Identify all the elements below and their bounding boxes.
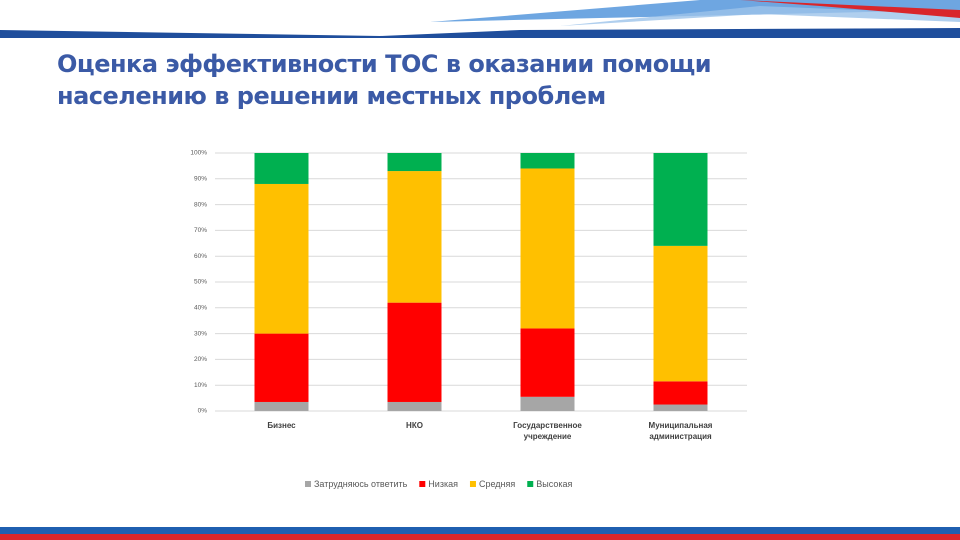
bar-segment [653, 381, 708, 405]
x-tick-label: Государственное учреждение [513, 421, 582, 441]
y-tick-label: 30% [194, 330, 207, 337]
y-tick-label: 80% [194, 201, 207, 208]
bar-segment [520, 328, 575, 397]
bar-segment [653, 404, 708, 411]
legend-label: Средняя [479, 479, 515, 489]
bar-segment [387, 153, 442, 172]
footer-stripes [0, 527, 960, 540]
slide-title: Оценка эффективности ТОС в оказании помо… [57, 50, 712, 110]
bar-segment [387, 302, 442, 402]
x-tick-label: Муниципальная администрация [648, 421, 713, 441]
y-tick-label: 10% [194, 382, 207, 389]
y-tick-label: 90% [194, 176, 207, 183]
y-tick-label: 0% [198, 408, 208, 415]
bar-segment [520, 396, 575, 411]
legend-swatch [419, 481, 426, 487]
bar-segment [387, 171, 442, 303]
bar-segment [254, 401, 309, 411]
legend-label: Высокая [536, 479, 572, 489]
y-tick-label: 20% [194, 356, 207, 363]
y-tick-label: 40% [194, 305, 207, 312]
bar-segment [653, 245, 708, 382]
bar-segment [520, 168, 575, 329]
x-tick-label: Бизнес [267, 421, 296, 430]
y-tick-label: 60% [194, 253, 207, 260]
legend-swatch [527, 481, 534, 487]
legend-swatch [469, 481, 476, 487]
y-tick-label: 100% [190, 150, 207, 157]
bar-segment [387, 401, 442, 411]
banner [0, 0, 960, 38]
y-tick-label: 70% [194, 227, 207, 234]
legend-label: Низкая [428, 479, 458, 489]
bar-segment [520, 153, 575, 169]
y-tick-label: 50% [194, 279, 207, 286]
bar-segment [254, 333, 309, 402]
legend-swatch [305, 481, 311, 487]
bar-segment [254, 183, 309, 334]
bar-segment [254, 153, 309, 184]
legend-label: Затрудняюсь ответить [314, 479, 408, 489]
x-tick-label: НКО [406, 421, 423, 430]
bar-segment [653, 153, 708, 246]
